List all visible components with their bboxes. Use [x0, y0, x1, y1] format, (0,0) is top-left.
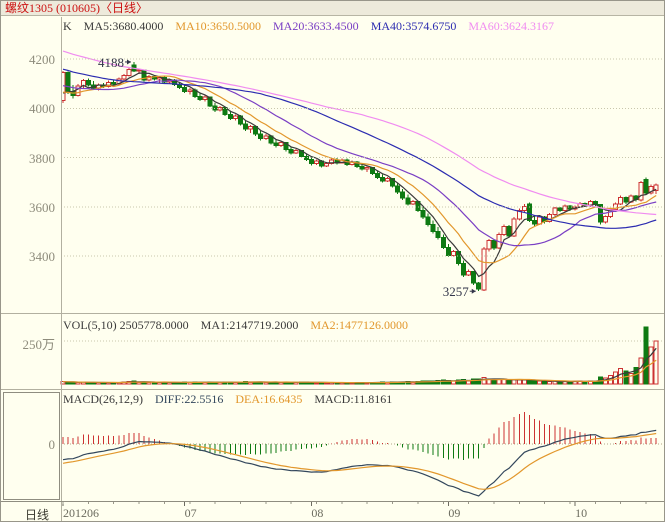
y-axis-label: 3400 — [29, 249, 55, 264]
title-bar: 螺纹1305 (010605)〈日线〉 — [1, 1, 664, 16]
x-axis-tick-label: 09 — [448, 506, 461, 520]
x-axis-tick-label: 201206 — [63, 506, 99, 520]
dea-value: DEA:16.6435 — [235, 392, 303, 406]
ma60-value: MA60:3624.3167 — [468, 19, 555, 33]
y-axis-label: 4000 — [29, 101, 55, 116]
vol-value: VOL(5,10) 2505778.0000 — [63, 318, 189, 332]
ma20-value: MA20:3633.4500 — [273, 19, 359, 33]
macd-indicator-header: MACD(26,12,9) DIFF:22.5516 DEA:16.6435 M… — [63, 392, 401, 407]
page-title: 螺纹1305 (010605)〈日线〉 — [5, 1, 148, 15]
volume-axis-label: 250万 — [22, 337, 55, 352]
k-label: K — [63, 19, 72, 33]
panel-separator-macd — [1, 389, 664, 390]
vol-ma2-value: MA2:1477126.0000 — [310, 318, 408, 332]
y-axis-label: 3600 — [29, 200, 55, 215]
x-axis-tick-label: 07 — [184, 506, 197, 520]
ma10-value: MA10:3650.5000 — [175, 19, 262, 33]
macd-params: MACD(26,12,9) — [63, 392, 143, 406]
ma5-value: MA5:3680.4000 — [83, 19, 164, 33]
macd-gutter-box — [3, 392, 60, 500]
y-axis-label: 3800 — [29, 151, 55, 166]
panel-separator-volume — [1, 313, 664, 314]
vol-ma1-value: MA1:2147719.2000 — [200, 318, 299, 332]
price-annotation: 3257 — [442, 284, 469, 300]
diff-value: DIFF:22.5516 — [155, 392, 224, 406]
x-axis-tick-label: 10 — [575, 506, 588, 520]
y-axis-label: 4200 — [29, 52, 55, 67]
price-annotation: 4188 — [97, 54, 124, 70]
period-label: 日线 — [25, 508, 50, 522]
x-axis-tick-label: 08 — [311, 506, 324, 520]
macd-zero-label: 0 — [48, 437, 56, 452]
ma40-value: MA40:3574.6750 — [370, 19, 457, 33]
axis-gutter-divider — [61, 17, 62, 521]
kline-indicator-header: K MA5:3680.4000 MA10:3650.5000 MA20:3633… — [63, 19, 563, 34]
macd-bar-value: MACD:11.8161 — [314, 392, 393, 406]
volume-indicator-header: VOL(5,10) 2505778.0000 MA1:2147719.2000 … — [63, 318, 417, 333]
x-axis-line — [1, 501, 664, 502]
